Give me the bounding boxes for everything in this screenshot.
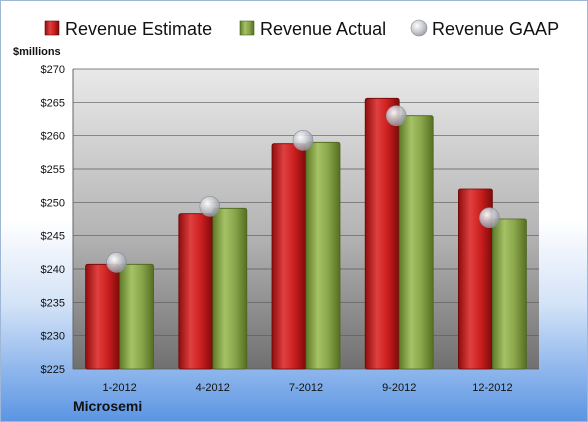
bar-revenue-estimate bbox=[271, 143, 307, 370]
x-tick-label: 1-2012 bbox=[102, 382, 136, 394]
legend-swatch bbox=[239, 20, 255, 36]
y-tick-label: $230 bbox=[41, 331, 65, 343]
x-tick-label: 4-2012 bbox=[196, 382, 230, 394]
gaap-markers bbox=[106, 105, 500, 273]
y-tick-label: $255 bbox=[41, 164, 65, 176]
legend: Revenue Estimate Revenue Actual Revenue GA… bbox=[44, 19, 559, 39]
legend-swatch bbox=[410, 19, 428, 37]
units-label: $millions bbox=[13, 46, 61, 58]
y-tick-label: $260 bbox=[41, 131, 65, 143]
bar-revenue-actual bbox=[491, 218, 527, 370]
x-axis: 1-2012 4-2012 7-2012 9-2012 12-2012 bbox=[102, 382, 512, 394]
y-tick-label: $245 bbox=[41, 231, 65, 243]
y-tick-label: $270 bbox=[41, 64, 65, 76]
marker-revenue-gaap bbox=[385, 105, 407, 126]
bars bbox=[85, 97, 527, 370]
y-tick-label: $240 bbox=[41, 264, 65, 276]
legend-label: Revenue Estimate bbox=[65, 19, 212, 39]
bar-revenue-estimate bbox=[178, 213, 214, 370]
marker-revenue-gaap bbox=[199, 196, 221, 217]
bar-revenue-actual bbox=[398, 115, 434, 370]
bar-revenue-actual bbox=[212, 207, 248, 370]
y-tick-label: $265 bbox=[41, 97, 65, 109]
marker-revenue-gaap bbox=[292, 130, 314, 151]
legend-swatch bbox=[44, 20, 60, 36]
x-tick-label: 7-2012 bbox=[289, 382, 323, 394]
bar-revenue-actual bbox=[305, 141, 341, 370]
legend-label: Revenue GAAP bbox=[432, 19, 559, 39]
y-tick-label: $225 bbox=[41, 364, 65, 376]
bar-revenue-estimate bbox=[364, 97, 400, 370]
x-tick-label: 12-2012 bbox=[472, 382, 512, 394]
y-tick-label: $235 bbox=[41, 297, 65, 309]
marker-revenue-gaap bbox=[479, 207, 500, 228]
company-name: Microsemi bbox=[73, 398, 143, 414]
bar-revenue-actual bbox=[119, 263, 154, 370]
y-tick-label: $250 bbox=[41, 197, 65, 209]
x-tick-label: 9-2012 bbox=[382, 382, 416, 394]
y-axis: $225 $230 $235 $240 $245 $250 $255 $260 $265 $270 bbox=[41, 64, 74, 376]
legend-label: Revenue Actual bbox=[260, 19, 386, 39]
marker-revenue-gaap bbox=[106, 252, 127, 273]
bar-revenue-estimate bbox=[85, 263, 120, 370]
